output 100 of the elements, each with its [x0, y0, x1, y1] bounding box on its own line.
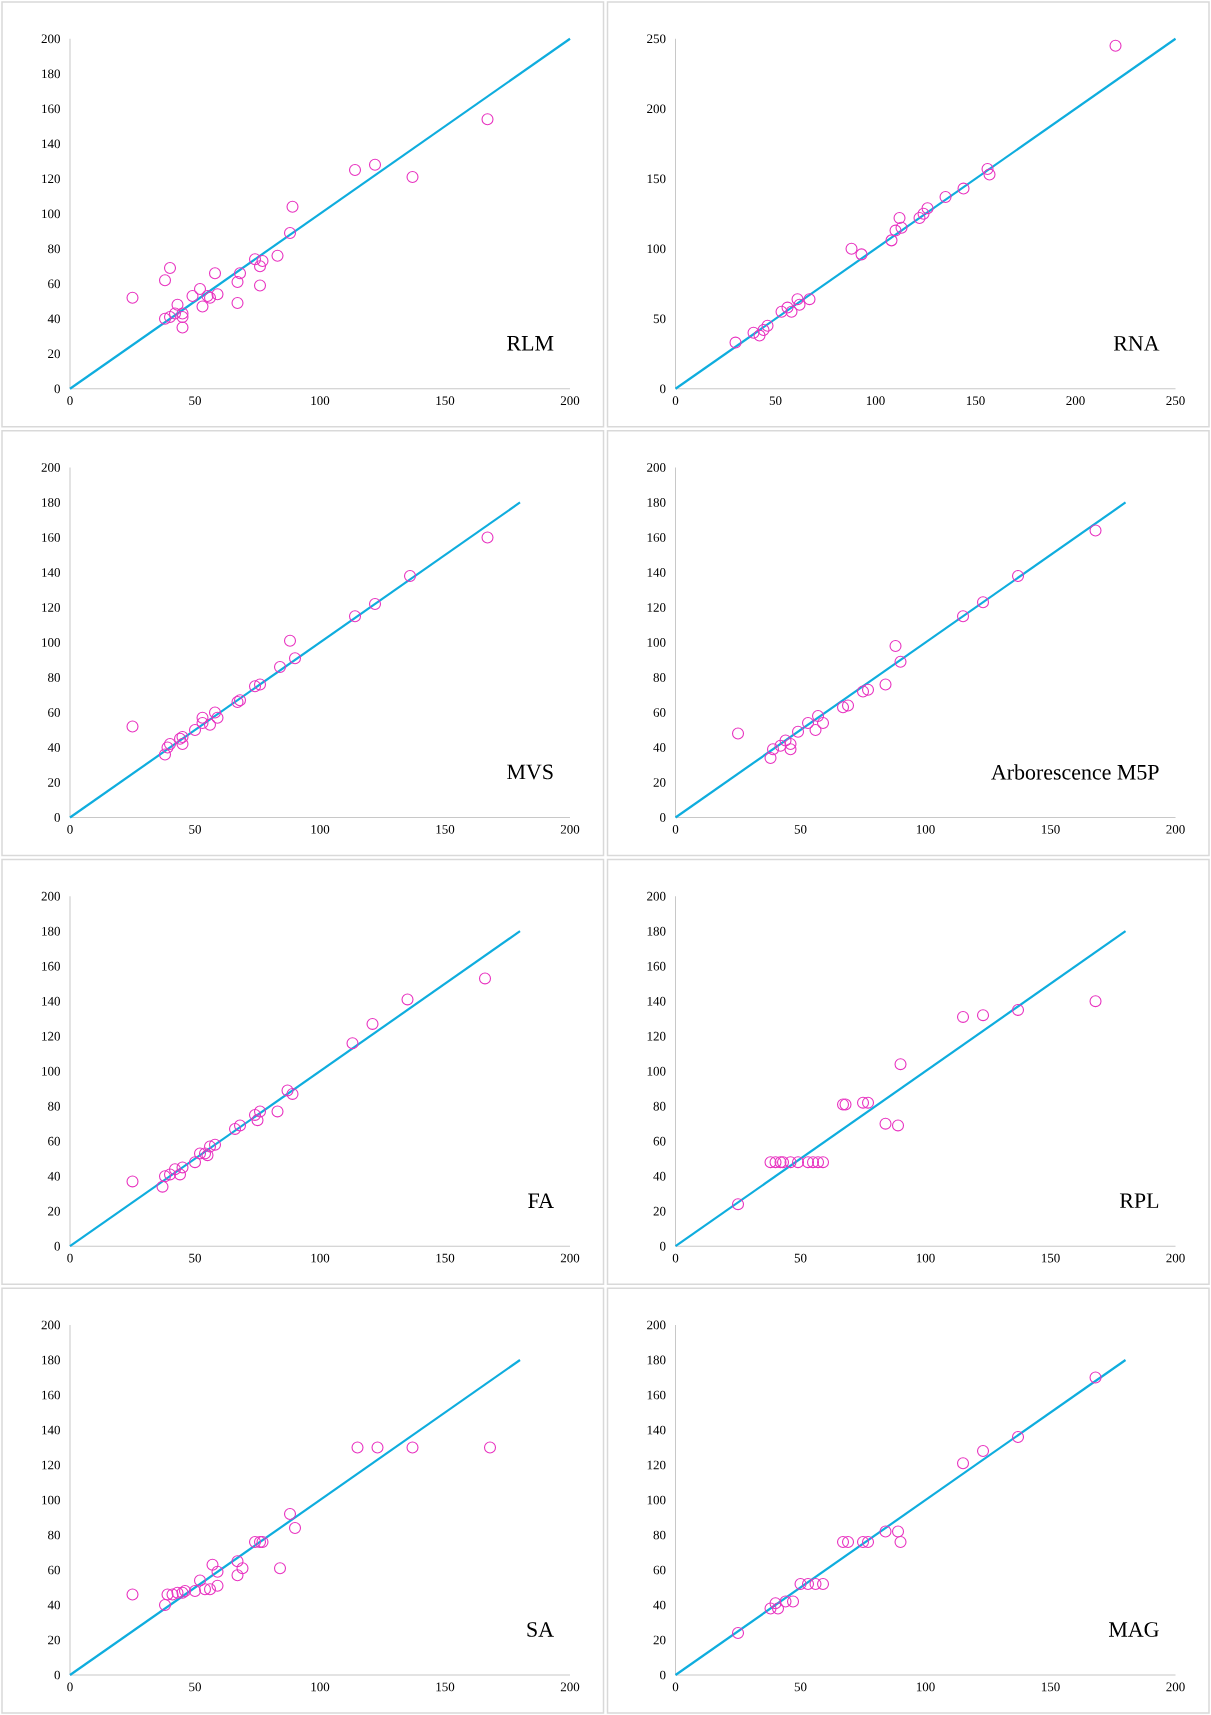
y-tick-label: 60: [48, 1136, 60, 1146]
point: [757, 323, 770, 336]
y-tick-label: 0: [660, 384, 666, 394]
point: [731, 1198, 745, 1211]
x-tick-label: 150: [436, 1253, 455, 1263]
point: [283, 226, 297, 240]
point: [251, 1114, 264, 1127]
y-tick-label: 40: [653, 743, 666, 752]
point: [253, 279, 267, 292]
point: [158, 274, 172, 287]
point: [879, 1525, 892, 1538]
point: [231, 1569, 244, 1582]
point: [163, 737, 177, 751]
point: [253, 678, 267, 691]
x-tick-label: 50: [189, 1253, 201, 1263]
point: [286, 1087, 299, 1100]
y-tick-label: 140: [647, 996, 666, 1006]
point: [1109, 39, 1122, 52]
point: [188, 1584, 202, 1598]
point: [368, 158, 382, 171]
point: [126, 720, 139, 733]
point: [403, 569, 417, 582]
y-tick-label: 200: [41, 891, 60, 901]
y-tick-label: 80: [653, 673, 666, 682]
point: [176, 307, 189, 320]
y-tick-label: 40: [653, 1600, 666, 1610]
point: [816, 1577, 830, 1591]
y-tick-label: 80: [48, 1101, 60, 1111]
point: [406, 1441, 419, 1454]
x-tick-label: 50: [189, 825, 201, 834]
point: [171, 298, 184, 311]
point: [766, 743, 780, 756]
point: [211, 1565, 224, 1578]
y-tick-label: 120: [42, 1460, 60, 1470]
y-tick-label: 50: [653, 314, 666, 324]
y-tick-label: 100: [647, 638, 666, 647]
point: [791, 293, 804, 306]
y-tick-label: 160: [647, 961, 666, 971]
point: [288, 1521, 302, 1535]
text: RPL: [1119, 1193, 1159, 1208]
y-tick-label: 140: [42, 996, 60, 1006]
point: [845, 242, 858, 255]
point: [231, 275, 244, 289]
point: [784, 1156, 797, 1169]
y-tick-label: 40: [47, 1600, 60, 1610]
point: [976, 1009, 990, 1022]
y-tick-label: 140: [42, 1425, 60, 1435]
y-tick-label: 100: [647, 244, 666, 254]
y-tick-label: 140: [647, 1425, 666, 1435]
y-tick-label: 0: [660, 813, 666, 822]
point: [841, 1535, 855, 1549]
point: [273, 660, 287, 673]
x-tick-label: 200: [560, 825, 580, 834]
y-tick-label: 140: [647, 568, 666, 577]
point: [779, 734, 792, 747]
point: [956, 1010, 970, 1023]
y-tick-label: 180: [647, 1355, 666, 1365]
point: [348, 163, 362, 177]
point: [256, 254, 269, 268]
point: [1089, 995, 1102, 1008]
point: [784, 743, 797, 756]
point: [764, 1156, 777, 1169]
point: [1089, 524, 1102, 537]
y-tick-label: 60: [653, 1565, 666, 1575]
point: [233, 1119, 247, 1132]
x-tick-label: 0: [672, 1253, 679, 1263]
point: [1011, 1003, 1025, 1016]
y-tick-label: 120: [42, 603, 60, 612]
point: [478, 972, 492, 985]
x-tick-label: 200: [560, 1682, 580, 1692]
point: [273, 1562, 287, 1575]
point: [769, 1597, 782, 1610]
point: [801, 1577, 815, 1591]
point: [761, 319, 774, 332]
point: [281, 1084, 294, 1097]
point: [193, 1147, 207, 1160]
point: [891, 1525, 905, 1538]
point: [879, 1117, 892, 1130]
x-tick-label: 100: [311, 396, 330, 406]
text: MAG: [1108, 1622, 1159, 1637]
point: [346, 1037, 359, 1050]
point: [351, 1441, 364, 1454]
y-tick-label: 140: [42, 568, 60, 577]
x-tick-label: 0: [672, 1682, 679, 1692]
point: [956, 1457, 970, 1470]
x-tick-label: 100: [311, 1253, 330, 1263]
point: [836, 701, 850, 714]
point: [173, 1168, 187, 1181]
point: [811, 1156, 825, 1169]
point: [769, 1156, 782, 1169]
point: [203, 1583, 217, 1596]
y-tick-label: 0: [54, 1670, 60, 1680]
point: [785, 305, 798, 318]
point: [231, 1555, 244, 1568]
point: [889, 639, 902, 652]
y-tick-label: 160: [42, 104, 60, 114]
text: SA: [527, 1622, 554, 1637]
x-tick-label: 150: [1041, 1682, 1060, 1692]
point: [893, 211, 906, 224]
point: [271, 1105, 284, 1118]
